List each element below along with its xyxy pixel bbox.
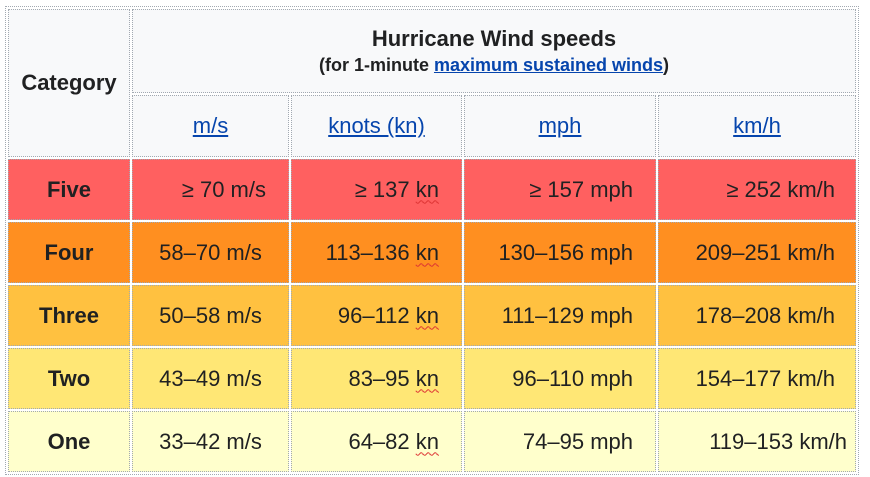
mph-cell: ≥ 157 mph <box>464 159 656 220</box>
mph-cell: 130–156 mph <box>464 222 656 283</box>
knots-unit: kn <box>415 365 439 391</box>
subtitle-prefix: (for 1-minute <box>318 55 434 75</box>
knots-unit: kn <box>415 302 439 328</box>
ms-cell: 50–58 m/s <box>132 285 289 346</box>
unit-header-ms: m/s <box>132 95 289 157</box>
table-title-cell: Hurricane Wind speeds (for 1-minute maxi… <box>132 9 856 93</box>
knots-cell: 96–112 kn <box>291 285 462 346</box>
knots-unit: kn <box>415 176 439 202</box>
table-row-category-three: Three 50–58 m/s 96–112 kn 111–129 mph 17… <box>8 285 856 346</box>
table-row-category-five: Five ≥ 70 m/s ≥ 137 kn ≥ 157 mph ≥ 252 k… <box>8 159 856 220</box>
table-row-category-one: One 33–42 m/s 64–82 kn 74–95 mph 119–153… <box>8 411 856 472</box>
table-subtitle: (for 1-minute maximum sustained winds) <box>133 53 855 77</box>
header-row: Category Hurricane Wind speeds (for 1-mi… <box>8 9 856 157</box>
knots-cell: ≥ 137 kn <box>291 159 462 220</box>
unit-header-knots: knots (kn) <box>291 95 462 157</box>
knots-cell: 83–95 kn <box>291 348 462 409</box>
category-cell: Three <box>8 285 130 346</box>
knots-value: 113–136 <box>325 239 416 265</box>
category-cell: Five <box>8 159 130 220</box>
table-row-category-two: Two 43–49 m/s 83–95 kn 96–110 mph 154–17… <box>8 348 856 409</box>
knots-unit: kn <box>415 428 439 454</box>
knots-value: 96–112 <box>337 302 416 328</box>
knots-value: 64–82 <box>348 428 416 454</box>
knots-cell: 64–82 kn <box>291 411 462 472</box>
ms-cell: 58–70 m/s <box>132 222 289 283</box>
knots-cell: 113–136 kn <box>291 222 462 283</box>
hurricane-wind-speeds-table: Category Hurricane Wind speeds (for 1-mi… <box>5 6 859 475</box>
category-cell: Two <box>8 348 130 409</box>
mph-cell: 74–95 mph <box>464 411 656 472</box>
unit-link-knots[interactable]: knots (kn) <box>328 113 425 138</box>
table-row-category-four: Four 58–70 m/s 113–136 kn 130–156 mph 20… <box>8 222 856 283</box>
ms-cell: ≥ 70 m/s <box>132 159 289 220</box>
mph-cell: 96–110 mph <box>464 348 656 409</box>
kmh-cell: 209–251 km/h <box>658 222 856 283</box>
hurricane-wind-speeds-table-wrapper: Category Hurricane Wind speeds (for 1-mi… <box>5 6 859 475</box>
knots-value: 83–95 <box>348 365 416 391</box>
kmh-cell: 119–153 km/h <box>658 411 856 472</box>
unit-link-mph[interactable]: mph <box>538 113 582 138</box>
category-cell: One <box>8 411 130 472</box>
unit-link-kmh[interactable]: km/h <box>733 113 781 138</box>
ms-cell: 43–49 m/s <box>132 348 289 409</box>
maximum-sustained-winds-link[interactable]: maximum sustained winds <box>433 55 664 75</box>
knots-unit: kn <box>415 239 439 265</box>
unit-header-kmh: km/h <box>658 95 856 157</box>
kmh-cell: ≥ 252 km/h <box>658 159 856 220</box>
kmh-cell: 154–177 km/h <box>658 348 856 409</box>
units-row: m/s knots (kn) mph km/h <box>8 95 856 157</box>
unit-link-ms[interactable]: m/s <box>192 113 229 138</box>
category-cell: Four <box>8 222 130 283</box>
unit-header-mph: mph <box>464 95 656 157</box>
mph-cell: 111–129 mph <box>464 285 656 346</box>
subtitle-suffix: ) <box>663 55 670 75</box>
ms-cell: 33–42 m/s <box>132 411 289 472</box>
table-title: Hurricane Wind speeds <box>371 26 617 51</box>
kmh-cell: 178–208 km/h <box>658 285 856 346</box>
category-header: Category <box>8 9 130 157</box>
knots-value: ≥ 137 <box>354 176 416 202</box>
